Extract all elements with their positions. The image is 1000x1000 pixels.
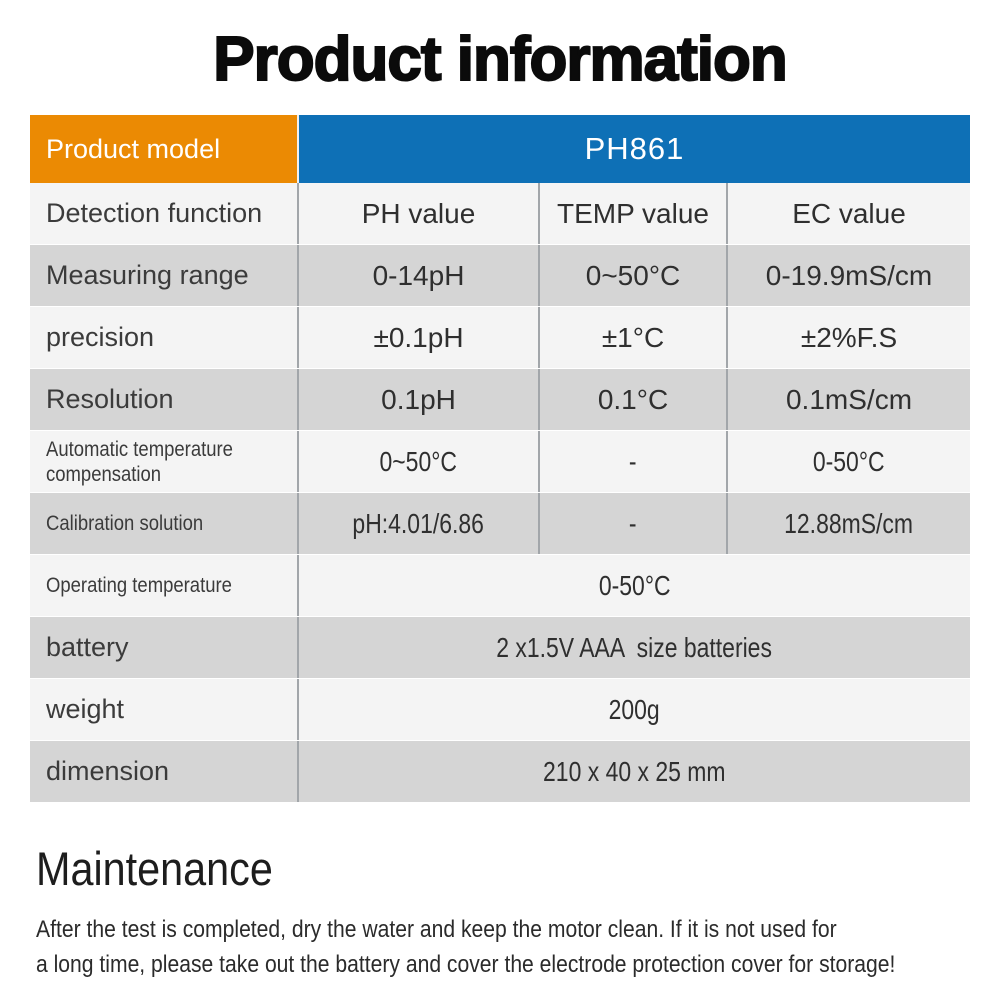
table-row-operating-temperature: Operating temperature 0-50°C	[30, 555, 970, 617]
table-header-row: Product model PH861	[30, 115, 970, 183]
row-value-ph: 0-14pH	[297, 245, 538, 306]
row-value-temp: TEMP value	[538, 183, 726, 244]
maintenance-section: Maintenance After the test is completed,…	[36, 841, 1000, 982]
row-label: battery	[46, 632, 129, 662]
row-value: 200g	[297, 679, 970, 740]
maintenance-heading: Maintenance	[36, 842, 273, 895]
table-row-auto-temp-compensation: Automatic temperature compensation 0~50°…	[30, 431, 970, 493]
row-value-ec: 0-50°C	[726, 431, 970, 492]
row-value-ph: 0.1pH	[297, 369, 538, 430]
row-value-ec: 0-19.9mS/cm	[726, 245, 970, 306]
row-label: weight	[46, 694, 125, 724]
table-row-measuring-range: Measuring range 0-14pH 0~50°C 0-19.9mS/c…	[30, 245, 970, 307]
row-label: dimension	[46, 756, 170, 786]
row-value-temp: -	[538, 431, 726, 492]
row-label: Resolution	[46, 384, 174, 414]
row-value-ec: 0.1mS/cm	[726, 369, 970, 430]
row-value-ph: 0~50°C	[297, 431, 538, 492]
row-value-ph: pH:4.01/6.86	[297, 493, 538, 554]
row-value: 0-50°C	[297, 555, 970, 616]
row-value: 210 x 40 x 25 mm	[297, 741, 970, 802]
row-value-temp: 0~50°C	[538, 245, 726, 306]
row-value-ph: ±0.1pH	[297, 307, 538, 368]
table-row-precision: precision ±0.1pH ±1°C ±2%F.S	[30, 307, 970, 369]
row-value-temp: ±1°C	[538, 307, 726, 368]
table-row-dimension: dimension 210 x 40 x 25 mm	[30, 741, 970, 803]
maintenance-line-2: a long time, please take out the battery…	[36, 951, 896, 978]
row-value: 2 x1.5V AAA size batteries	[297, 617, 970, 678]
table-row-weight: weight 200g	[30, 679, 970, 741]
product-model-label: Product model	[30, 115, 297, 183]
row-value-ec: EC value	[726, 183, 970, 244]
row-value-ec: 12.88mS/cm	[726, 493, 970, 554]
row-value-temp: -	[538, 493, 726, 554]
page-title: Product information	[212, 24, 788, 95]
table-row-detection-function: Detection function PH value TEMP value E…	[30, 183, 970, 245]
table-row-battery: battery 2 x1.5V AAA size batteries	[30, 617, 970, 679]
maintenance-line-1: After the test is completed, dry the wat…	[36, 916, 837, 943]
product-spec-table: Product model PH861 Detection function P…	[30, 115, 970, 803]
row-label: Automatic temperature compensation	[46, 437, 233, 486]
row-value-ph: PH value	[297, 183, 538, 244]
row-label: Detection function	[46, 198, 263, 228]
row-value-temp: 0.1°C	[538, 369, 726, 430]
product-model-value: PH861	[297, 115, 970, 183]
row-value-ec: ±2%F.S	[726, 307, 970, 368]
table-row-calibration-solution: Calibration solution pH:4.01/6.86 - 12.8…	[30, 493, 970, 555]
table-row-resolution: Resolution 0.1pH 0.1°C 0.1mS/cm	[30, 369, 970, 431]
row-label: Operating temperature	[46, 574, 232, 597]
row-label: Calibration solution	[46, 512, 204, 535]
maintenance-body: After the test is completed, dry the wat…	[36, 912, 1000, 982]
row-label: Measuring range	[46, 260, 249, 290]
row-label: precision	[46, 322, 155, 352]
